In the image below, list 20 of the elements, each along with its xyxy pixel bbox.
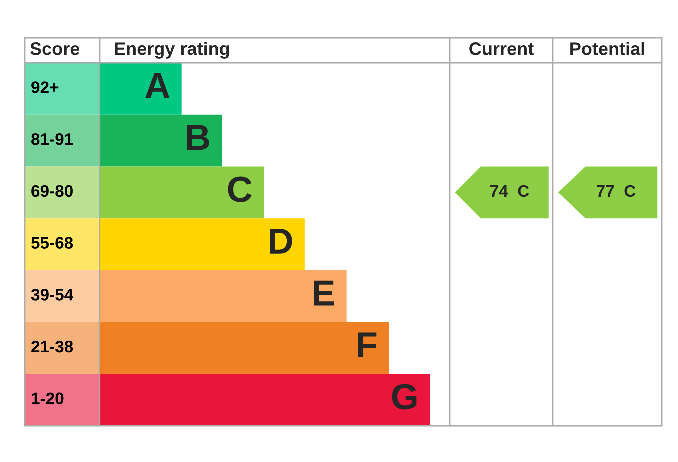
- y-tick-label: 81-91: [32, 133, 74, 146]
- annotation: G: [392, 384, 417, 410]
- y-tick-label: 39-54: [31, 289, 74, 301]
- annotation: C: [228, 176, 252, 202]
- text: 77 C: [597, 185, 636, 198]
- text: Score: [30, 42, 80, 56]
- text: Current: [470, 42, 534, 56]
- text: Potential: [570, 42, 644, 56]
- text: 74 C: [490, 185, 530, 198]
- annotation: A: [146, 73, 170, 98]
- annotation: D: [270, 228, 292, 254]
- y-tick-label: 1-20: [32, 392, 64, 405]
- y-tick-label: 55-68: [32, 237, 74, 249]
- text: Energy rating: [115, 42, 230, 59]
- annotation: E: [314, 280, 334, 306]
- annotation: B: [187, 125, 210, 150]
- y-tick-label: 69-80: [32, 185, 73, 198]
- annotation: F: [358, 332, 377, 358]
- y-tick-label: 21-38: [32, 340, 74, 353]
- y-tick-label: 92+: [32, 82, 59, 94]
